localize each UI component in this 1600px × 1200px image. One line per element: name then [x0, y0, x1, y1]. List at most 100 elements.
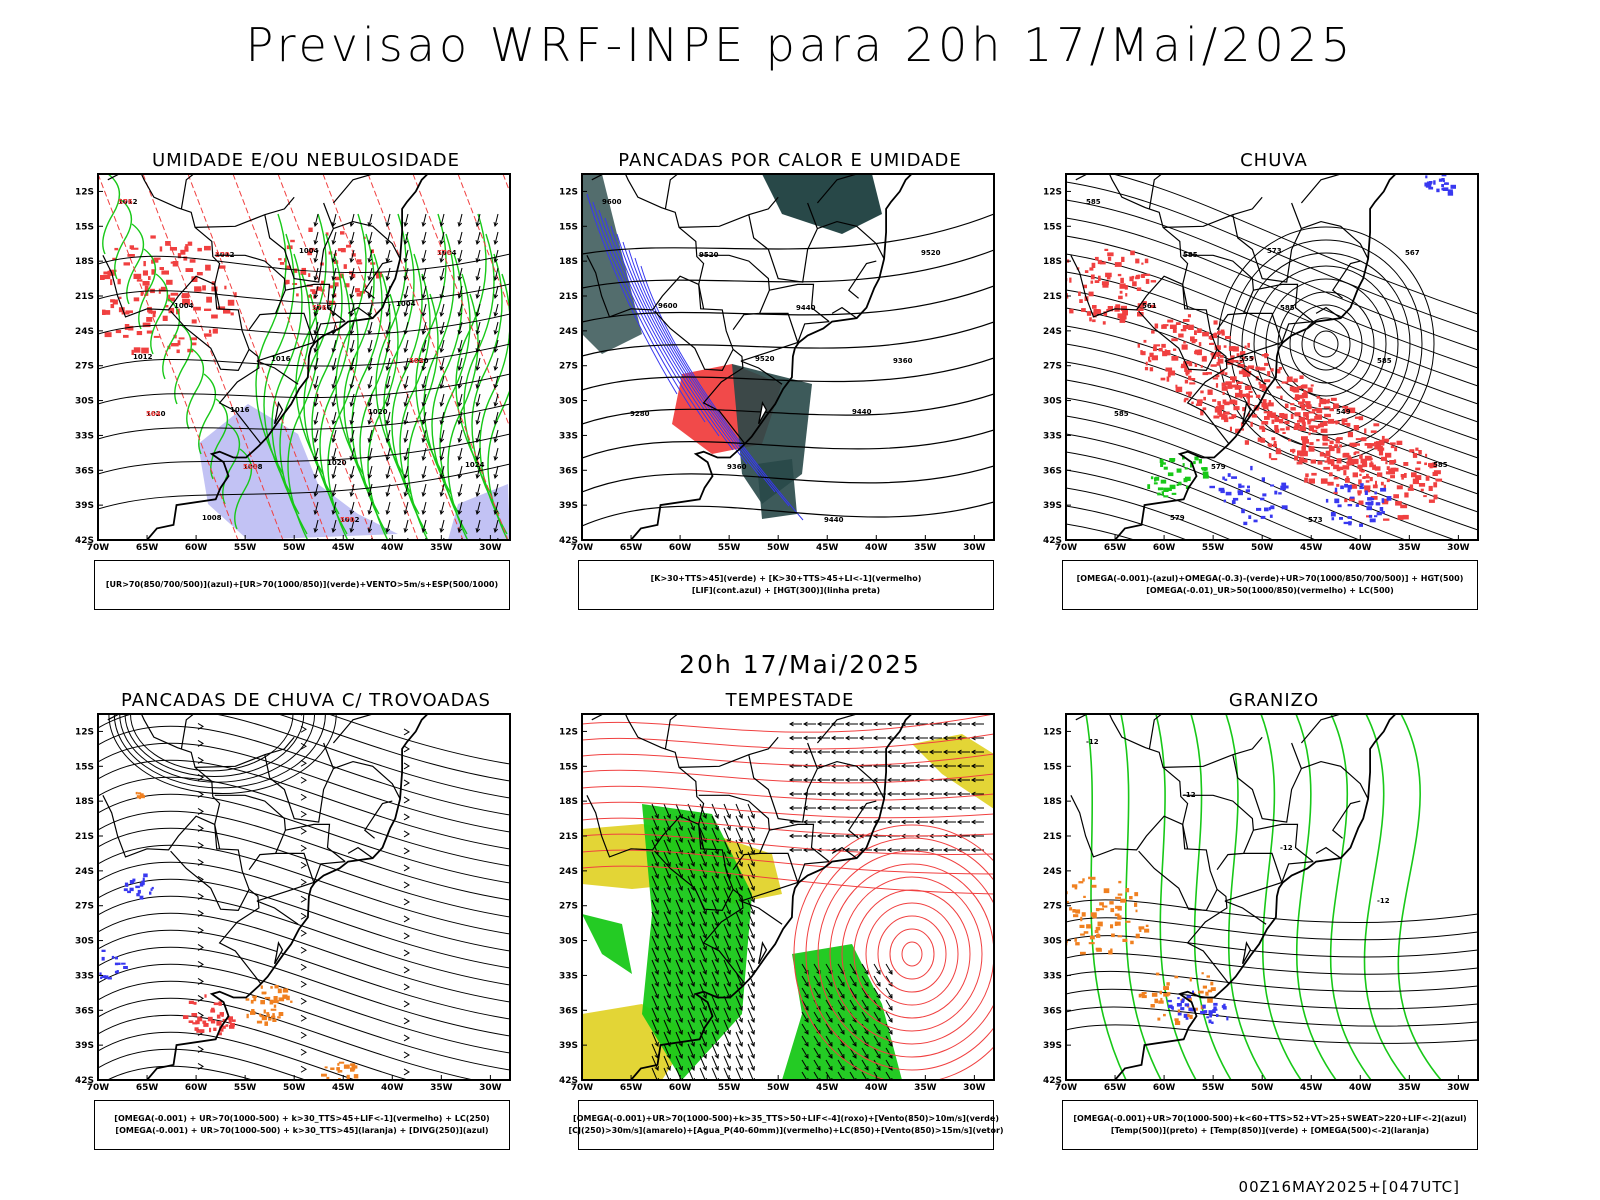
- shaded-cell: [1240, 428, 1244, 431]
- shaded-cell: [1117, 313, 1123, 319]
- wind-arrowhead: [367, 276, 373, 282]
- shaded-cell: [1347, 504, 1353, 507]
- wind-arrowhead: [726, 1053, 731, 1059]
- wind-vector: [350, 213, 355, 227]
- wind-arrowhead: [816, 1065, 821, 1071]
- shaded-cell: [1299, 375, 1304, 379]
- border-line: [170, 310, 250, 372]
- shaded-cell: [169, 247, 177, 251]
- wind-arrowhead: [457, 438, 463, 444]
- shaded-cell: [1256, 507, 1262, 511]
- wind-vector: [747, 1031, 755, 1047]
- shaded-cell: [1222, 391, 1225, 395]
- wind-arrowhead: [852, 1041, 857, 1047]
- wind-arrowhead: [475, 366, 481, 372]
- shaded-cell: [1425, 453, 1428, 457]
- wind-arrowhead: [331, 240, 337, 246]
- shaded-cell: [1219, 413, 1225, 417]
- wind-arrowhead: [750, 813, 755, 819]
- wind-arrowhead: [714, 957, 719, 963]
- shaded-cell: [216, 1021, 222, 1026]
- panel-title: TEMPESTADE: [725, 690, 855, 711]
- wind-arrowhead: [726, 945, 731, 951]
- wind-arrowhead: [970, 805, 976, 811]
- shaded-cell: [1309, 442, 1314, 446]
- shaded-cell: [253, 997, 257, 1002]
- wind-vector: [723, 803, 731, 819]
- wind-arrowhead: [654, 945, 659, 951]
- wind-arrowhead: [403, 510, 409, 516]
- shaded-cell: [1088, 942, 1095, 945]
- lon-tick-label: 40W: [1349, 1083, 1372, 1093]
- wind-vector: [350, 429, 355, 443]
- wind-arrowhead: [830, 847, 836, 853]
- wind-vector: [386, 483, 391, 497]
- wind-arrowhead: [726, 1005, 731, 1011]
- wind-vector: [723, 827, 731, 843]
- wind-arrowhead: [864, 1053, 869, 1059]
- wind-arrowhead: [367, 348, 373, 354]
- shaded-cell: [1379, 440, 1385, 445]
- shaded-cell: [1316, 396, 1321, 399]
- shaded-cell: [1425, 475, 1430, 481]
- shaded-cell: [1401, 475, 1404, 480]
- lon-tick-label: 55W: [1202, 1083, 1225, 1093]
- wind-vector: [476, 429, 481, 443]
- wind-arrowhead: [678, 837, 683, 843]
- wind-vector: [651, 1055, 659, 1071]
- wind-vector: [332, 465, 337, 479]
- shaded-cell: [1303, 390, 1306, 393]
- wind-arrowhead: [816, 721, 822, 727]
- wind-vector: [801, 1047, 809, 1059]
- wind-vector: [386, 501, 391, 515]
- shaded-cell: [1239, 351, 1244, 356]
- border-line: [1148, 714, 1163, 749]
- shaded-cell: [1171, 338, 1178, 342]
- shaded-cell: [1379, 507, 1384, 512]
- wind-vector: [440, 357, 445, 371]
- shaded-cell: [1322, 435, 1328, 441]
- shaded-cell: [1346, 461, 1352, 465]
- shaded-cell: [1198, 342, 1202, 347]
- wind-vector: [711, 959, 719, 975]
- wind-arrowhead: [702, 945, 707, 951]
- shaded-cell: [1388, 469, 1395, 475]
- wind-vector: [422, 447, 427, 461]
- contour-label: 9600: [602, 198, 622, 206]
- wind-arrowhead: [750, 981, 755, 987]
- wind-vector: [663, 803, 671, 819]
- wind-arrowhead: [738, 993, 743, 999]
- shaded-cell: [1161, 491, 1164, 496]
- wind-vector: [747, 971, 755, 987]
- streamline: [276, 714, 510, 782]
- wind-vector: [368, 321, 373, 335]
- shaded-cell: [1319, 398, 1327, 405]
- wind-arrowhead: [385, 438, 391, 444]
- wind-vector: [422, 303, 427, 317]
- shaded-cell: [1353, 425, 1360, 431]
- shaded-cell: [260, 1015, 265, 1018]
- wind-arrowhead: [726, 1017, 731, 1023]
- shaded-cell: [1137, 303, 1145, 308]
- wind-vector: [873, 1059, 881, 1071]
- contour-line: [582, 769, 994, 784]
- wind-vector: [723, 947, 731, 963]
- shaded-cell: [1308, 432, 1311, 436]
- wind-vector: [837, 1011, 845, 1023]
- lat-tick-label: 12S: [75, 727, 94, 737]
- shaded-cell: [230, 312, 234, 316]
- wind-vector: [735, 815, 743, 831]
- shaded-cell: [1183, 399, 1186, 403]
- contour-label: 1020: [146, 410, 166, 418]
- wind-arrowhead: [956, 777, 962, 783]
- contour-line: [1301, 317, 1351, 371]
- shaded-cell: [1167, 992, 1171, 996]
- shaded-cell: [356, 293, 362, 297]
- wind-vector: [494, 249, 499, 263]
- shaded-cell: [1259, 425, 1265, 430]
- shaded-cell: [1198, 990, 1204, 994]
- shaded-cell: [1266, 413, 1274, 418]
- wind-arrowhead: [313, 348, 319, 354]
- wind-vector: [368, 393, 373, 407]
- shaded-cell: [1149, 304, 1156, 308]
